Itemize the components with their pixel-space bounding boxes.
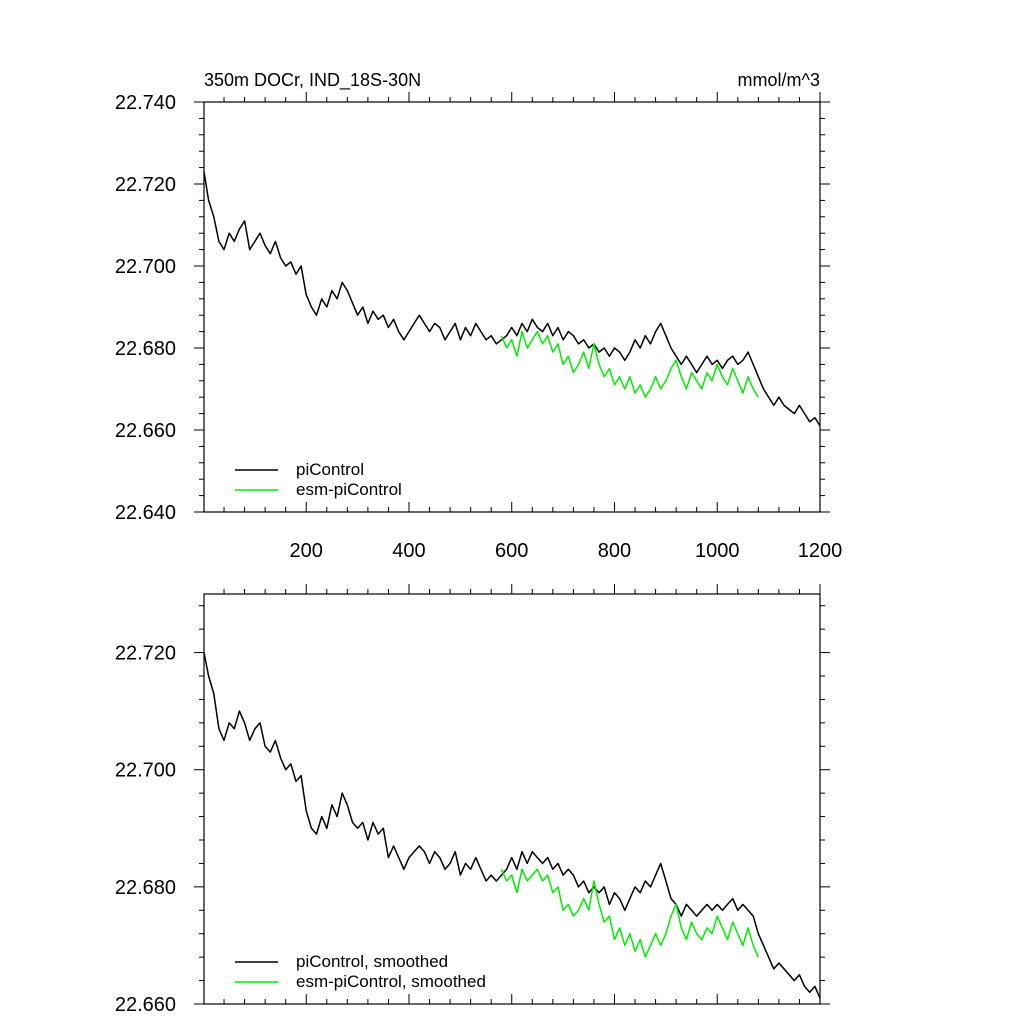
y-tick-label: 22.680 xyxy=(115,877,176,899)
chart-title: 350m DOCr, IND_18S-30N xyxy=(204,70,421,91)
y-tick-label: 22.740 xyxy=(115,92,176,114)
legend-label-picontrol: piControl xyxy=(296,460,364,479)
y-tick-label: 22.700 xyxy=(115,256,176,278)
top-panel: 350m DOCr, IND_18S-30N mmol/m^3 200 400 60… xyxy=(115,70,842,562)
y-tick-label: 22.720 xyxy=(115,174,176,196)
series-line-esm-picontrol xyxy=(500,330,759,398)
y-tick-label: 22.660 xyxy=(115,420,176,442)
top-axis-ticks: 200 400 600 800 1000 1200 22.640 22.660 22.680 22… xyxy=(115,92,842,562)
y-tick-label: 22.720 xyxy=(115,643,176,665)
units-label: mmol/m^3 xyxy=(738,70,820,90)
bottom-axis-ticks: 22.660 22.680 22.700 22.720 xyxy=(115,584,830,1016)
x-tick-label: 600 xyxy=(495,540,528,562)
legend-label-picontrol-smoothed: piControl, smoothed xyxy=(296,952,448,971)
series-line-esm-picontrol-smoothed xyxy=(500,868,759,958)
series-line-picontrol-smoothed xyxy=(203,652,821,999)
x-tick-label: 400 xyxy=(392,540,425,562)
top-series-lines xyxy=(203,171,821,427)
y-tick-label: 22.680 xyxy=(115,338,176,360)
legend-label-esm-picontrol: esm-piControl xyxy=(296,480,402,499)
bottom-plot-frame xyxy=(203,593,821,1005)
bottom-legend: piControl, smoothed esm-piControl, smoot… xyxy=(235,952,486,991)
y-tick-label: 22.640 xyxy=(115,502,176,524)
y-tick-label: 22.700 xyxy=(115,760,176,782)
legend-label-esm-picontrol-smoothed: esm-piControl, smoothed xyxy=(296,972,486,991)
x-tick-label: 1200 xyxy=(798,540,843,562)
x-tick-label: 200 xyxy=(290,540,323,562)
top-legend: piControl esm-piControl xyxy=(235,460,402,499)
x-tick-label: 1000 xyxy=(695,540,740,562)
top-plot-frame xyxy=(203,101,821,513)
y-tick-label: 22.660 xyxy=(115,994,176,1016)
bottom-series-lines xyxy=(203,652,821,999)
x-tick-label: 800 xyxy=(598,540,631,562)
series-line-picontrol xyxy=(203,171,821,427)
bottom-panel: 22.660 22.680 22.700 22.720 piControl, smoo… xyxy=(115,584,830,1016)
